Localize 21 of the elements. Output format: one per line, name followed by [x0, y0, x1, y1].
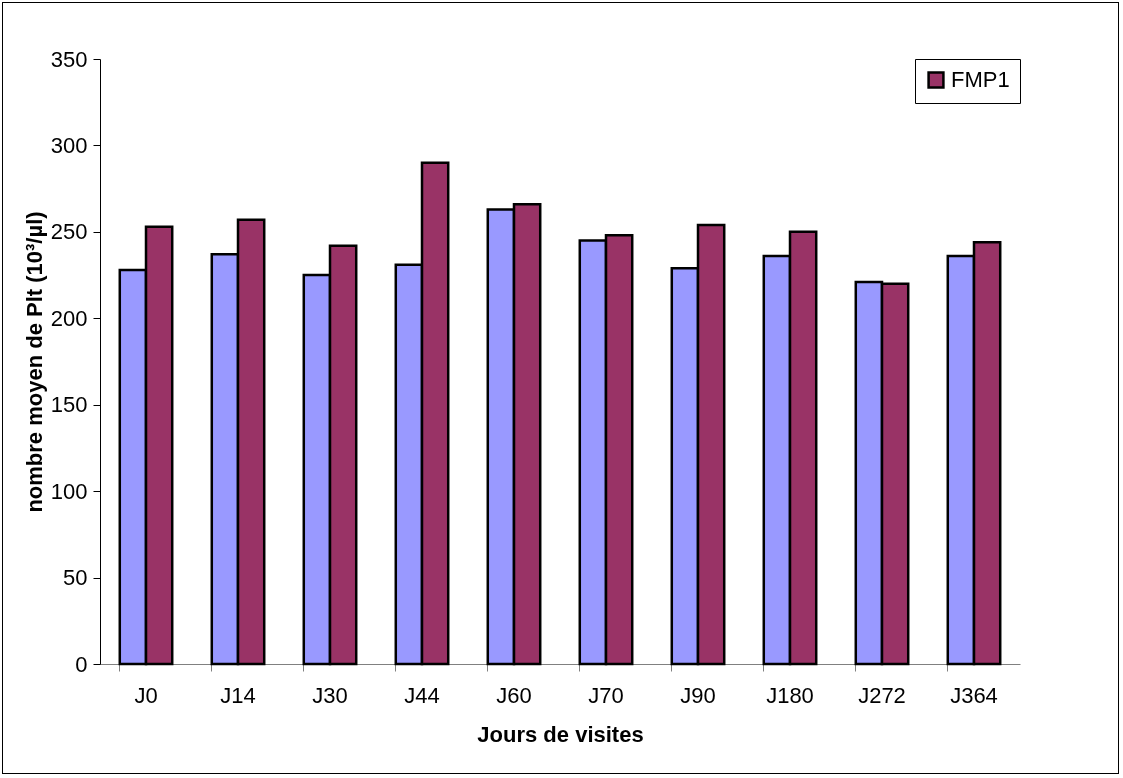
x-tick-label: J180 [766, 682, 814, 708]
y-tick-label: 0 [75, 651, 88, 677]
x-tick-label: J14 [220, 682, 256, 708]
x-tick-label: J44 [404, 682, 440, 708]
legend-label: FMP1 [951, 67, 1010, 92]
x-tick-label: J30 [312, 682, 348, 708]
y-tick-label: 50 [63, 565, 88, 591]
y-axis-title: nombre moyen de Plt (10³/µl) [21, 211, 47, 513]
x-tick-label: J0 [134, 682, 158, 708]
x-tick-label: J272 [858, 682, 906, 708]
y-tick-label: 300 [50, 132, 88, 158]
x-tick-label: J60 [496, 682, 532, 708]
y-tick-label: 250 [50, 219, 88, 245]
x-tick-label: J70 [588, 682, 624, 708]
x-tick-label: J364 [950, 682, 998, 708]
y-tick-label: 150 [50, 392, 88, 418]
x-tick-label: J90 [680, 682, 716, 708]
y-tick-label: 200 [50, 305, 88, 331]
y-tick-label: 100 [50, 478, 88, 504]
y-tick-label: 350 [50, 46, 88, 72]
x-axis-title: Jours de visites [477, 721, 644, 747]
